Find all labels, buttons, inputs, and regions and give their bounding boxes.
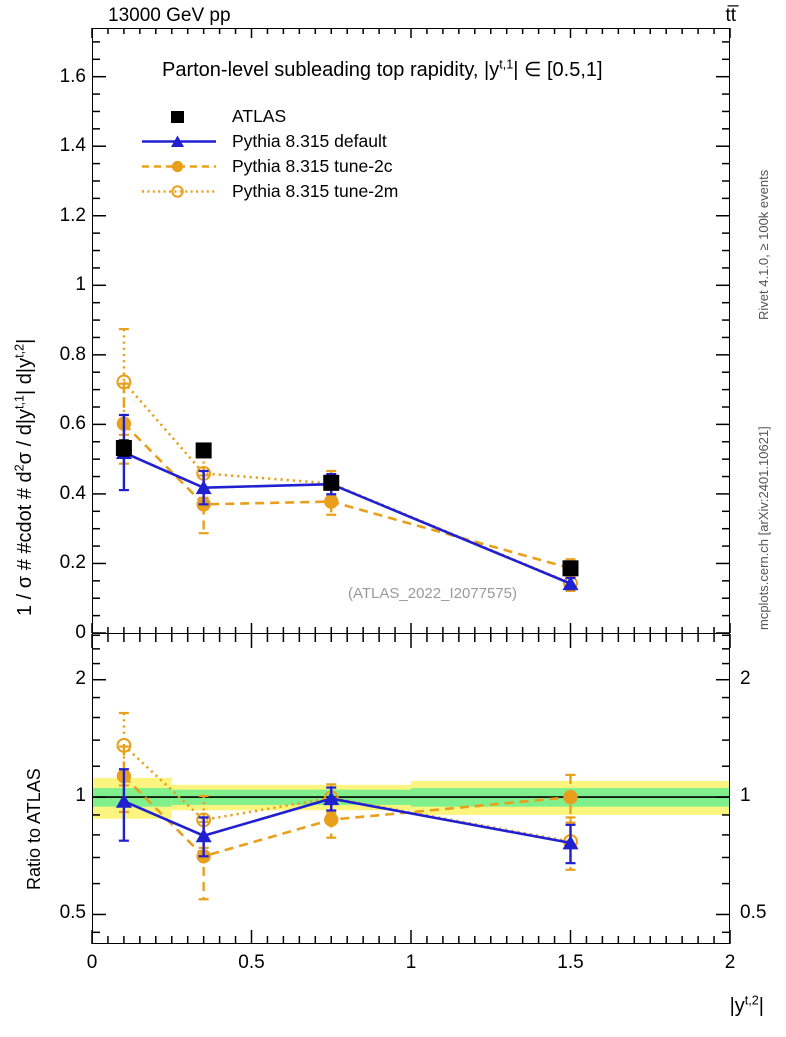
main-atlas-marker <box>115 440 132 457</box>
beam-energy-label: 13000 GeV pp <box>108 5 231 26</box>
main-atlas-marker <box>562 560 579 577</box>
plot-title-var-sup: t,1 <box>499 57 514 72</box>
x-tick-0: 0 <box>86 952 98 973</box>
y-tick-ratio-right-2: 2 <box>740 667 751 689</box>
legend-label-tune2c: Pythia 8.315 tune-2c <box>232 156 393 176</box>
x-axis-title-tail: | <box>758 995 764 1017</box>
ratio-default-marker <box>562 835 579 850</box>
main-atlas-marker <box>195 442 212 459</box>
main-atlas-marker <box>323 474 340 491</box>
ratio-panel-frame <box>92 633 730 944</box>
main-default-marker <box>562 576 579 591</box>
legend-label-tune2m: Pythia 8.315 tune-2m <box>232 181 399 201</box>
plot-title: Parton-level subleading top rapidity, |y… <box>162 57 603 81</box>
mcplots-credit: mcplots.cern.ch [arXiv:2401.10621] <box>756 340 776 630</box>
y-tick-ratio-right-1: 1 <box>740 785 751 807</box>
legend-key-square <box>171 111 184 123</box>
analysis-watermark: (ATLAS_2022_I2077575) <box>348 585 518 602</box>
x-tick-3: 1.5 <box>557 952 584 973</box>
ratio-tune2c-marker <box>563 789 578 805</box>
ratio-default-marker <box>195 828 212 843</box>
legend-label-atlas: ATLAS <box>232 106 287 126</box>
plot-title-var: |y <box>484 59 500 81</box>
y-tick-main-4: 0.8 <box>59 343 86 365</box>
legend-key-disc <box>142 160 216 173</box>
main-tune2c-marker <box>324 494 339 509</box>
rivet-credit-text: Rivet 4.1.0, ≥ 100k events <box>756 169 771 320</box>
legend-label-default: Pythia 8.315 default <box>232 131 387 151</box>
x-axis-title: |yt,2| <box>707 976 764 1036</box>
y-tick-main-3: 0.6 <box>59 413 86 435</box>
y-tick-main-5: 1 <box>75 274 86 296</box>
y-tick-ratio-left-2: 2 <box>75 667 86 689</box>
main-default-marker <box>195 480 212 495</box>
x-tick-1: 0.5 <box>238 952 265 973</box>
y-tick-main-7: 1.4 <box>59 135 86 157</box>
ratio-default-marker <box>323 791 340 806</box>
legend-key-triangle <box>142 135 216 147</box>
x-tick-4: 2 <box>724 952 736 973</box>
y-tick-ratio-left-1: 1 <box>75 785 86 807</box>
y-tick-main-6: 1.2 <box>59 204 86 226</box>
ratio-tune2c-line <box>122 775 571 858</box>
main-default-line <box>123 451 571 585</box>
process-label: tt̅ <box>725 5 736 26</box>
y-tick-main-0: 0 <box>75 622 86 643</box>
y-tick-main-8: 1.6 <box>59 65 86 87</box>
legend-key-circle-open <box>142 185 216 198</box>
plot-title-main: Parton-level subleading top rapidity, <box>162 59 485 81</box>
x-axis-title-head: |y <box>729 995 745 1017</box>
x-axis-title-sup: t,2 <box>744 993 759 1008</box>
y-axis-label-main: 1 / σ # #cdot # d2σ / d|yt,1| d|yt,2| <box>12 338 36 616</box>
y-tick-main-2: 0.4 <box>59 482 86 504</box>
y-tick-ratio-right-0: 0.5 <box>740 902 767 924</box>
mcplots-credit-text: mcplots.cern.ch [arXiv:2401.10621] <box>756 426 771 630</box>
plot-title-tail: | ∈ [0.5,1] <box>513 59 603 81</box>
ratio-default-marker <box>115 793 132 808</box>
ratio-default-line <box>123 797 571 845</box>
y-tick-main-1: 0.2 <box>59 552 86 574</box>
rivet-credit: Rivet 4.1.0, ≥ 100k events <box>756 60 776 320</box>
y-tick-ratio-left-0: 0.5 <box>59 902 86 924</box>
ratio-tune2c-marker <box>324 812 339 827</box>
x-tick-2: 1 <box>405 952 417 973</box>
